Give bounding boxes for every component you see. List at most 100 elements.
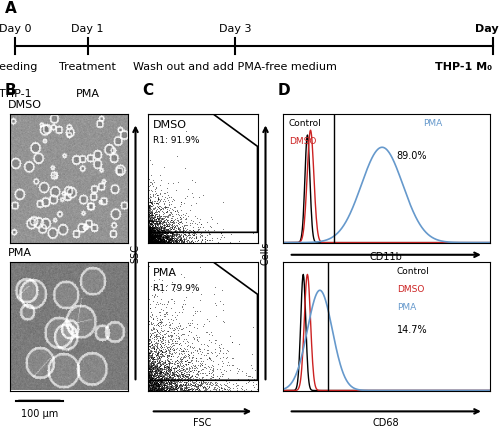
Point xyxy=(145,215,153,222)
Point xyxy=(144,232,152,239)
Point xyxy=(158,385,166,392)
Point xyxy=(148,236,156,243)
Point xyxy=(162,237,170,244)
Point xyxy=(156,366,164,373)
Point xyxy=(150,239,158,246)
Point xyxy=(146,365,154,372)
Point xyxy=(170,360,178,367)
Point xyxy=(165,270,173,277)
Point xyxy=(145,199,153,206)
Point xyxy=(146,237,154,244)
Point xyxy=(190,366,198,373)
Point xyxy=(158,232,166,239)
Point xyxy=(150,228,158,235)
Point xyxy=(152,233,160,240)
Point xyxy=(202,386,210,393)
Point xyxy=(158,337,166,344)
Point xyxy=(147,368,155,375)
Point xyxy=(144,220,152,227)
Point xyxy=(156,239,164,246)
Point xyxy=(152,384,160,391)
Point xyxy=(153,385,161,392)
Point xyxy=(148,379,156,386)
Point xyxy=(184,259,192,266)
Point xyxy=(186,207,194,214)
Point xyxy=(150,386,158,393)
Point xyxy=(163,352,171,359)
Point xyxy=(144,386,152,393)
Point xyxy=(160,234,168,241)
Point xyxy=(234,341,242,348)
Point xyxy=(146,239,154,246)
Point xyxy=(198,349,206,356)
Point xyxy=(250,376,258,383)
Point xyxy=(146,384,154,391)
Point xyxy=(144,218,152,225)
Point xyxy=(153,227,161,234)
Point xyxy=(178,372,186,378)
Point xyxy=(152,368,160,375)
Point xyxy=(208,379,216,386)
Point xyxy=(147,375,155,382)
Point xyxy=(188,230,196,237)
Point xyxy=(192,357,200,364)
Point xyxy=(146,224,154,231)
Point xyxy=(154,235,162,242)
Point xyxy=(146,232,154,239)
Point xyxy=(148,235,156,242)
Point xyxy=(156,238,164,245)
Point xyxy=(146,369,154,376)
Point xyxy=(148,214,156,220)
Point xyxy=(144,345,152,352)
Point xyxy=(157,338,165,345)
Point xyxy=(172,375,179,382)
Point xyxy=(150,232,158,239)
Point xyxy=(144,224,152,230)
Point xyxy=(162,368,170,375)
Point xyxy=(179,210,187,217)
Point xyxy=(176,237,184,244)
Point xyxy=(146,203,154,210)
Point xyxy=(148,376,156,383)
Point xyxy=(156,225,164,232)
Point xyxy=(168,385,176,392)
Point xyxy=(157,229,165,236)
Point xyxy=(157,229,165,236)
Text: THP-1 M₀: THP-1 M₀ xyxy=(436,62,492,72)
Point xyxy=(144,228,152,235)
Point xyxy=(144,234,152,241)
Point xyxy=(144,366,152,373)
Point xyxy=(150,382,158,389)
Point xyxy=(156,339,164,345)
Point xyxy=(148,352,156,359)
Point xyxy=(149,344,157,351)
Point xyxy=(149,372,157,378)
Point xyxy=(156,239,164,246)
Point xyxy=(224,362,232,369)
Point xyxy=(148,342,156,349)
Point xyxy=(156,233,164,240)
Point xyxy=(170,376,178,383)
Point xyxy=(172,379,180,386)
Point xyxy=(172,238,180,245)
Point xyxy=(160,239,168,246)
Point xyxy=(164,202,172,209)
Point xyxy=(168,337,176,344)
Point xyxy=(147,235,155,242)
Point xyxy=(193,348,201,355)
Point xyxy=(150,343,158,350)
Point xyxy=(144,222,152,229)
Point xyxy=(154,236,162,243)
Point xyxy=(154,382,162,389)
Point xyxy=(168,383,176,390)
Point xyxy=(172,309,179,316)
Point xyxy=(148,236,156,243)
Point xyxy=(172,236,180,243)
Point xyxy=(198,379,206,386)
Point xyxy=(149,356,157,363)
Point xyxy=(146,233,154,240)
Point xyxy=(148,212,156,219)
Point xyxy=(163,361,171,368)
Point xyxy=(217,230,225,237)
Point xyxy=(168,369,176,376)
